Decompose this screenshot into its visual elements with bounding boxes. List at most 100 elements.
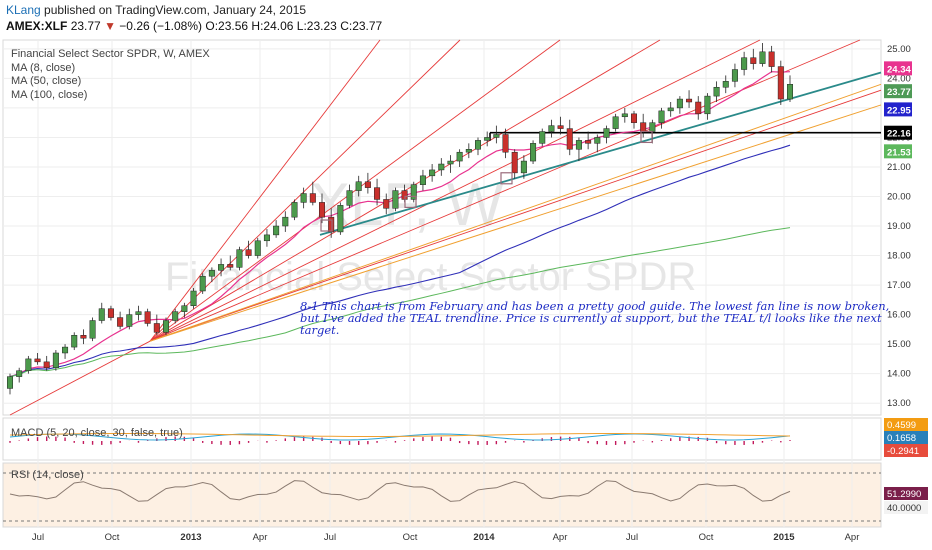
macd-label: MACD (5, 20, close, 30, false, true) <box>11 427 183 439</box>
rsi-tag-label: 40.0000 <box>887 503 921 514</box>
price-tick-label: 21.00 <box>887 162 911 173</box>
price-tick-label: 13.00 <box>887 398 911 409</box>
highlight-box <box>500 172 513 185</box>
rsi-tag-label: 51.2990 <box>887 489 921 500</box>
fan-line-red <box>149 39 561 342</box>
time-axis[interactable]: Jul Oct 2013 Apr Jul Oct 2014 Apr Jul Oct 2015 Apr <box>32 532 859 543</box>
macd-tag <box>884 418 928 431</box>
candle-body <box>236 249 243 268</box>
candle-body <box>750 57 757 64</box>
candle-body <box>364 181 371 188</box>
fan-line-orange-lower <box>149 104 882 342</box>
publisher-line: KLang published on TradingView.com, Janu… <box>6 3 306 17</box>
price-tick-label: 20.00 <box>887 191 911 202</box>
candle-body <box>199 275 206 292</box>
candle-body <box>291 202 298 218</box>
candle-body <box>43 361 50 369</box>
symbol-label: AMEX:XLF <box>6 19 68 33</box>
candle-body <box>6 376 14 389</box>
candle-body <box>190 290 197 306</box>
candle-body <box>741 57 748 70</box>
close-value: C:23.77 <box>340 19 383 33</box>
candle-body <box>493 134 500 138</box>
macd-tag-label: -0.2941 <box>887 446 919 457</box>
candle-body <box>465 149 472 153</box>
highlight-box <box>640 130 653 144</box>
price-tag-label: 24.34 <box>887 64 911 75</box>
rsi-tag <box>884 487 928 500</box>
price-tag-label: 23.77 <box>887 87 911 98</box>
legend-ma8[interactable]: MA (8, close) <box>11 62 75 74</box>
time-tick-label: Oct <box>105 532 120 543</box>
candle-body <box>273 225 280 236</box>
username-link[interactable]: KLang <box>6 3 41 17</box>
price-tag <box>884 144 912 159</box>
candle-body <box>566 128 573 150</box>
time-tick-label: Apr <box>845 532 860 543</box>
moving-averages <box>9 71 791 378</box>
candle-body <box>585 140 592 144</box>
candle-body <box>117 317 124 327</box>
candle-body <box>218 264 225 271</box>
candle-body <box>355 181 362 191</box>
rsi-tag <box>884 501 928 514</box>
candle-body <box>667 107 674 112</box>
candle-body <box>539 131 546 144</box>
candle-body <box>438 163 445 171</box>
candle-body <box>603 128 610 138</box>
candle-body <box>107 308 114 318</box>
candle-body <box>254 240 261 256</box>
candle-body <box>410 184 417 200</box>
price-tag-label: 22.95 <box>887 105 911 116</box>
candle-body <box>759 51 766 64</box>
macd-pane[interactable] <box>2 417 882 461</box>
candle-body <box>630 113 638 123</box>
legend-ma50[interactable]: MA (50, close) <box>11 75 81 87</box>
candle-body <box>676 98 683 109</box>
candle-body <box>557 125 564 129</box>
price-tick-label: 18.00 <box>887 251 911 262</box>
price-tag <box>884 84 912 99</box>
candle-body <box>98 308 105 321</box>
candle-body <box>722 81 729 88</box>
candle-body <box>16 370 23 377</box>
candle-body <box>227 264 234 268</box>
watermark-name: Financial Select Sector SPDR <box>165 255 696 299</box>
fan-line-red <box>149 39 761 342</box>
rsi-pane[interactable] <box>2 462 882 528</box>
fan-line-red <box>149 39 381 342</box>
candle-body <box>208 270 215 277</box>
candle-body <box>548 125 555 132</box>
candle-body <box>80 335 87 339</box>
legend-ma100[interactable]: MA (100, close) <box>11 89 87 101</box>
macd-tag <box>884 444 928 457</box>
candle-body <box>383 199 390 209</box>
candle-body <box>511 151 518 174</box>
price-tag <box>884 61 912 76</box>
candle-body <box>172 311 179 321</box>
candle-body <box>429 169 436 177</box>
candle-body <box>621 113 628 118</box>
candle-body <box>153 323 160 333</box>
price-axis[interactable]: 13.00 14.00 15.00 16.00 17.00 18.00 19.00 20.00… <box>887 44 911 409</box>
candle-body <box>594 137 601 144</box>
candle-body <box>640 122 647 132</box>
candle-body <box>126 314 133 327</box>
grid-lines <box>3 40 881 527</box>
time-tick-label: Jul <box>32 532 44 543</box>
candle-body <box>447 160 454 165</box>
down-arrow-icon: ▼ <box>104 19 116 33</box>
price-tag <box>884 125 912 140</box>
candle-body <box>337 205 344 233</box>
ma100-line <box>9 227 791 378</box>
candle-body <box>484 137 491 141</box>
candle-body <box>704 95 711 115</box>
rsi-plot: 51.2990 40.0000 <box>3 472 928 522</box>
time-tick-label: 2013 <box>180 532 201 543</box>
candle-body <box>530 143 537 162</box>
candle-body <box>777 66 784 100</box>
candle-body <box>52 352 59 369</box>
macd-tag-label: 0.4599 <box>887 420 916 431</box>
candle-body <box>309 193 316 203</box>
